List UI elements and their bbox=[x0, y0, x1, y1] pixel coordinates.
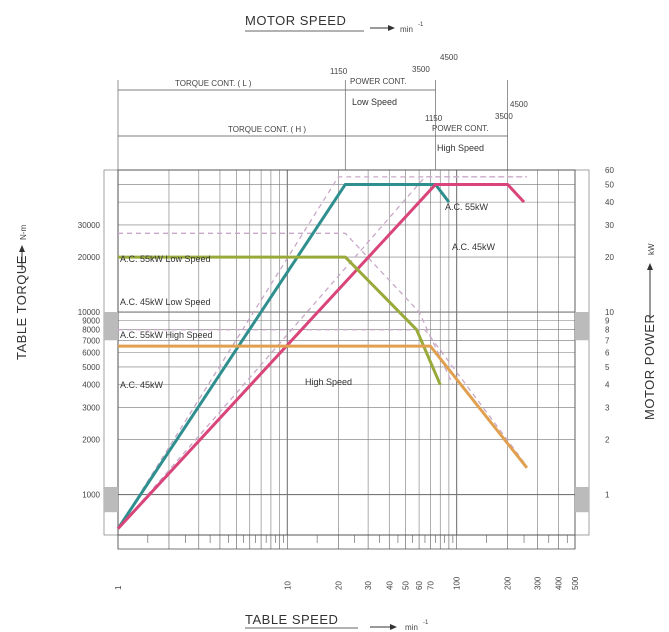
y-tick-label-left: 9000 bbox=[82, 316, 100, 325]
high-3500: 3500 bbox=[495, 112, 513, 121]
top-title-exp: -1 bbox=[418, 22, 424, 28]
y-tick-label-right: 30 bbox=[605, 221, 614, 230]
y-tick-label-right: 2 bbox=[605, 436, 610, 445]
y-tick-label-left: 10000 bbox=[78, 308, 101, 317]
y-tick-label-right: 50 bbox=[605, 180, 614, 189]
x-tick-label: 100 bbox=[453, 576, 462, 590]
x-tick-label: 40 bbox=[385, 581, 394, 590]
top-title-unit: min bbox=[400, 25, 413, 34]
dashed-series-line bbox=[118, 232, 454, 385]
low-4500: 4500 bbox=[440, 53, 458, 62]
x-tick-label: 20 bbox=[334, 581, 343, 590]
y-tick-label-left: 5000 bbox=[82, 363, 100, 372]
top-title-text: MOTOR SPEED bbox=[245, 13, 346, 28]
right-axis-title: MOTOR POWER kW bbox=[642, 243, 657, 420]
ac55-high-label: A.C. 55kW High Speed bbox=[120, 330, 213, 340]
left-axis-arrow-head bbox=[19, 245, 25, 252]
y-tick-label-right: 6 bbox=[605, 349, 610, 358]
left-axis-title-text: TABLE TORQUE bbox=[14, 255, 29, 360]
right-axis-unit: kW bbox=[647, 243, 656, 255]
y-tick-label-left: 7000 bbox=[82, 336, 100, 345]
left-ruler-shade bbox=[104, 312, 118, 341]
x-tick-label: 400 bbox=[555, 576, 564, 590]
bottom-title-exp: -1 bbox=[423, 620, 429, 626]
y-tick-label-right: 60 bbox=[605, 166, 614, 175]
x-tick-label: 30 bbox=[364, 581, 373, 590]
curve-annotations: A.C. 55kW Low Speed A.C. 45kW Low Speed … bbox=[120, 202, 496, 390]
series-line bbox=[116, 182, 451, 530]
power-cont-low: POWER CONT. bbox=[350, 77, 406, 86]
y-tick-label-right: 5 bbox=[605, 363, 610, 372]
y-tick-label-left: 6000 bbox=[82, 349, 100, 358]
y-tick-label-right: 1 bbox=[605, 491, 610, 500]
left-ruler-shade bbox=[104, 486, 118, 513]
power-cont-high: POWER CONT. bbox=[432, 124, 488, 133]
left-axis-title: TABLE TORQUE N-m bbox=[14, 225, 29, 360]
y-tick-label-right: 8 bbox=[605, 326, 610, 335]
y-tick-label-right: 7 bbox=[605, 336, 610, 345]
y-tick-label-left: 1000 bbox=[82, 491, 100, 500]
torque-cont-low: TORQUE CONT. ( L ) bbox=[175, 79, 252, 88]
x-tick-label: 60 bbox=[415, 581, 424, 590]
x-tick-label: 300 bbox=[533, 576, 542, 590]
bottom-title-unit: min bbox=[405, 623, 418, 632]
high-1150: 1150 bbox=[425, 114, 443, 123]
right-axis-arrow-head bbox=[647, 263, 653, 270]
series-line bbox=[118, 255, 442, 386]
x-tick-label: 200 bbox=[504, 576, 513, 590]
x-tick-label: 1 bbox=[114, 585, 123, 590]
y-tick-label-right: 20 bbox=[605, 253, 614, 262]
bottom-title: TABLE SPEED min -1 bbox=[245, 612, 429, 632]
x-tick-label: 10 bbox=[283, 581, 292, 590]
right-ruler-shade bbox=[575, 312, 589, 341]
bottom-arrow-head bbox=[390, 624, 397, 630]
ac45-power-label: A.C. 45kW bbox=[452, 242, 496, 252]
dashed-series-line bbox=[118, 329, 525, 463]
y-tick-label-right: 4 bbox=[605, 381, 610, 390]
left-axis-unit: N-m bbox=[19, 225, 28, 240]
y-tick-label-left: 4000 bbox=[82, 381, 100, 390]
right-axis-title-text: MOTOR POWER bbox=[642, 314, 657, 420]
left-ruler bbox=[103, 169, 119, 536]
y-tick-label-right: 3 bbox=[605, 403, 610, 412]
torque-cont-high: TORQUE CONT. ( H ) bbox=[228, 125, 306, 134]
series-line bbox=[116, 182, 526, 530]
top-arrow-head bbox=[388, 25, 395, 31]
plot-area: 1 10 20 30 40 50 60 70 100 200 300 400 5001000200030… bbox=[78, 80, 614, 590]
x-tick-label: 50 bbox=[402, 581, 411, 590]
ac45-label: A.C. 45kW bbox=[120, 380, 164, 390]
ac55-power-label: A.C. 55kW bbox=[445, 202, 489, 212]
right-ruler bbox=[574, 169, 590, 536]
x-tick-label: 70 bbox=[426, 581, 435, 590]
low-1150: 1150 bbox=[330, 67, 348, 76]
high-4500: 4500 bbox=[510, 100, 528, 109]
series-line bbox=[118, 344, 529, 469]
y-tick-label-left: 3000 bbox=[82, 403, 100, 412]
top-title: MOTOR SPEED min -1 bbox=[245, 13, 424, 34]
bottom-title-text: TABLE SPEED bbox=[245, 612, 338, 627]
high-speed-label: High Speed bbox=[437, 143, 484, 153]
dashed-series-line bbox=[117, 176, 527, 530]
y-tick-label-right: 9 bbox=[605, 316, 610, 325]
y-tick-label-left: 8000 bbox=[82, 326, 100, 335]
high-speed-curve-label: High Speed bbox=[305, 377, 352, 387]
low-speed-label: Low Speed bbox=[352, 97, 397, 107]
x-tick-label: 500 bbox=[571, 576, 580, 590]
ac45-low-label: A.C. 45kW Low Speed bbox=[120, 297, 211, 307]
header-annotations: 1150 4500 3500 TORQUE CONT. ( L ) POWER … bbox=[175, 53, 528, 153]
y-tick-label-right: 40 bbox=[605, 198, 614, 207]
y-tick-label-right: 10 bbox=[605, 308, 614, 317]
ac55-low-label: A.C. 55kW Low Speed bbox=[120, 254, 211, 264]
y-tick-label-left: 30000 bbox=[78, 221, 101, 230]
x-ruler bbox=[117, 534, 576, 550]
right-ruler-shade bbox=[575, 486, 589, 513]
low-3500: 3500 bbox=[412, 65, 430, 74]
y-tick-label-left: 20000 bbox=[78, 253, 101, 262]
y-tick-label-left: 2000 bbox=[82, 436, 100, 445]
